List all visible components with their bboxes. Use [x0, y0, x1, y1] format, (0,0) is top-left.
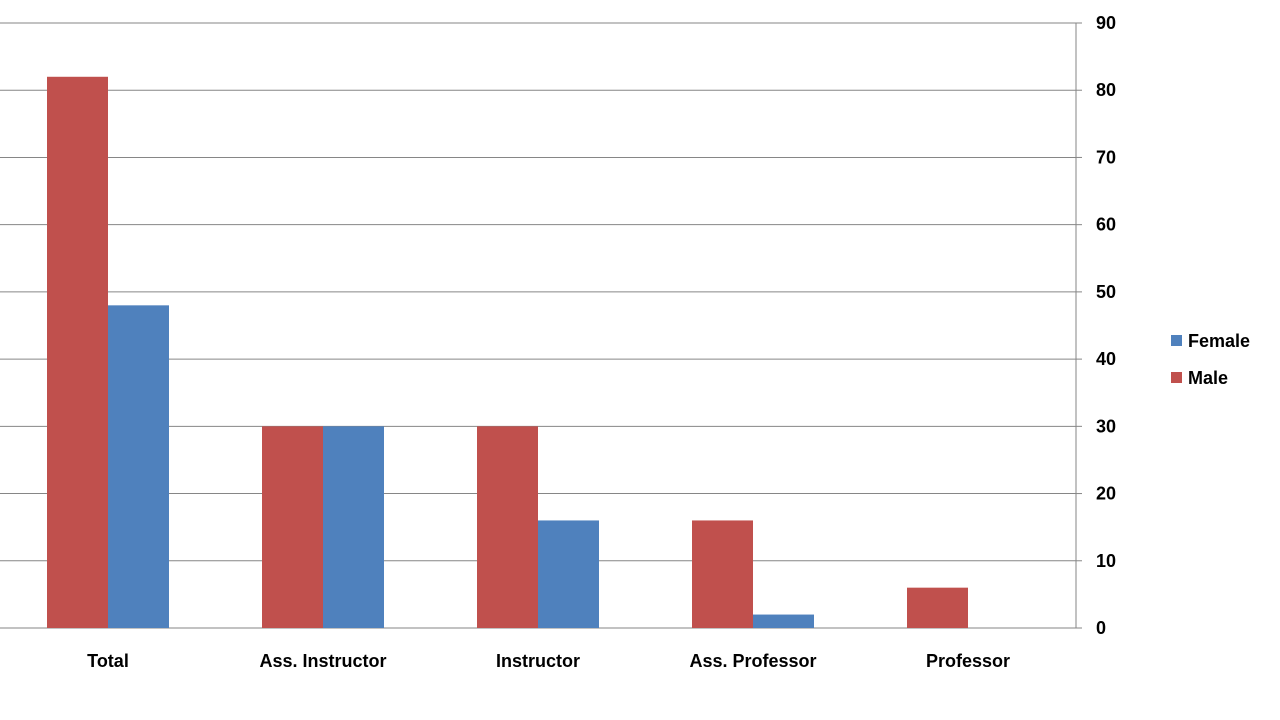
- y-tick-label: 70: [1096, 147, 1116, 167]
- x-category-label: Total: [87, 651, 129, 671]
- x-category-label: Ass. Professor: [689, 651, 816, 671]
- bar-female-2: [538, 520, 599, 628]
- y-tick-label: 90: [1096, 13, 1116, 33]
- bar-female-1: [323, 426, 384, 628]
- bar-female-0: [108, 305, 169, 628]
- bars: [47, 76, 968, 629]
- bar-male-4: [907, 587, 968, 628]
- y-tick-label: 40: [1096, 349, 1116, 369]
- x-category-label: Instructor: [496, 651, 580, 671]
- bar-male-0: [47, 76, 108, 629]
- bar-male-1: [262, 426, 323, 628]
- y-tick-label: 80: [1096, 80, 1116, 100]
- y-tick-label: 10: [1096, 551, 1116, 571]
- y-tick-label: 20: [1096, 484, 1116, 504]
- legend: Female Male: [1171, 331, 1250, 388]
- bar-female-3: [753, 614, 814, 628]
- legend-swatch-female: [1171, 335, 1182, 346]
- bar-male-3: [692, 520, 753, 628]
- legend-label-female: Female: [1188, 331, 1250, 351]
- legend-label-male: Male: [1188, 368, 1228, 388]
- x-category-label: Professor: [926, 651, 1010, 671]
- y-axis-ticks: 0 10 20 30 40 50 60 70 80 90: [1076, 13, 1116, 638]
- bar-male-2: [477, 426, 538, 628]
- x-category-label: Ass. Instructor: [259, 651, 386, 671]
- y-tick-label: 30: [1096, 416, 1116, 436]
- x-axis-labels: Total Ass. Instructor Instructor Ass. Profe…: [87, 651, 1010, 671]
- legend-swatch-male: [1171, 372, 1182, 383]
- y-tick-label: 0: [1096, 618, 1106, 638]
- gridlines: [0, 22, 1077, 629]
- y-tick-label: 50: [1096, 282, 1116, 302]
- y-tick-label: 60: [1096, 215, 1116, 235]
